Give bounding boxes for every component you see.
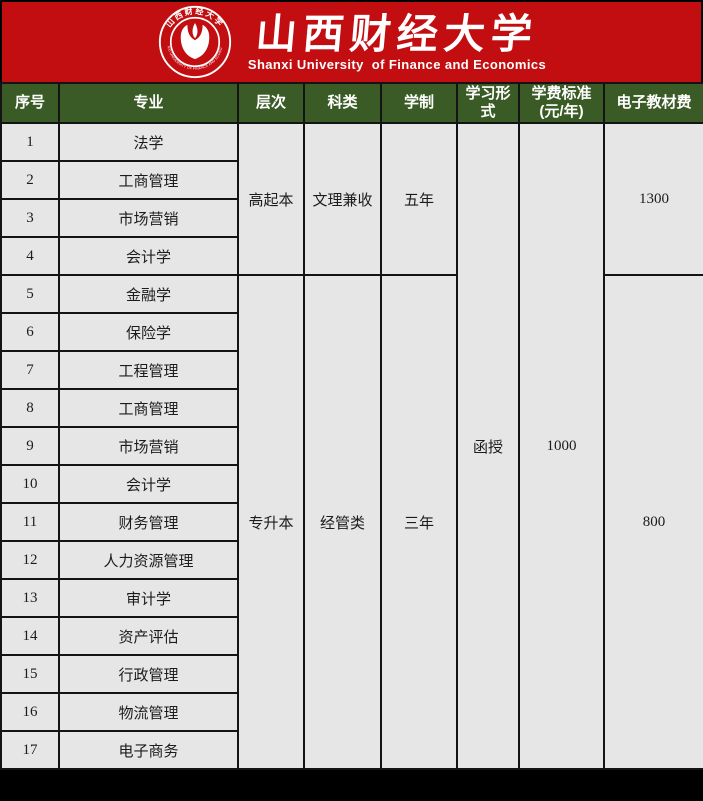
table-row: 17 电子商务 <box>0 730 703 770</box>
tuition-cell: 1000 <box>518 122 605 770</box>
col-header-duration: 学制 <box>380 82 458 124</box>
table-row: 1 法学 高起本 文理兼收 五年 函授 1000 1300 <box>0 122 703 770</box>
category-cell: 经管类 <box>303 274 382 770</box>
col-header-ebook: 电子教材费 <box>603 82 703 124</box>
row-number-cell: 3 <box>0 198 60 238</box>
category-cell: 文理兼收 <box>303 122 382 276</box>
row-number-cell: 7 <box>0 350 60 390</box>
table-row: 10 会计学 <box>0 464 703 504</box>
table-row: 5 金融学 专升本 经管类 三年 800 <box>0 274 703 770</box>
duration-cell: 五年 <box>380 122 458 276</box>
major-cell: 法学 <box>58 122 239 162</box>
major-cell: 电子商务 <box>58 730 239 770</box>
major-cell: 物流管理 <box>58 692 239 732</box>
university-name-en: Shanxi University of Finance and Economi… <box>247 57 547 72</box>
major-cell: 审计学 <box>58 578 239 618</box>
row-number-cell: 6 <box>0 312 60 352</box>
row-number-cell: 12 <box>0 540 60 580</box>
row-number-cell: 13 <box>0 578 60 618</box>
level-cell: 专升本 <box>237 274 305 770</box>
col-header-major: 专业 <box>58 82 239 124</box>
row-number-cell: 14 <box>0 616 60 656</box>
table-row: 15 行政管理 <box>0 654 703 694</box>
row-number-cell: 8 <box>0 388 60 428</box>
major-cell: 会计学 <box>58 236 239 276</box>
table-header-row: 序号 专业 层次 科类 学制 学习形式 学费标准 (元/年) 电子教材费 <box>0 82 703 124</box>
logo-outer-ring <box>158 5 231 79</box>
major-cell: 市场营销 <box>58 426 239 466</box>
major-cell: 财务管理 <box>58 502 239 542</box>
table-row: 2 工商管理 <box>0 160 703 200</box>
table-row: 6 保险学 <box>0 312 703 352</box>
col-header-category: 科类 <box>303 82 382 124</box>
row-number-cell: 5 <box>0 274 60 314</box>
major-cell: 行政管理 <box>58 654 239 694</box>
ebook-fee-cell: 1300 <box>603 122 703 276</box>
table-row: 11 财务管理 <box>0 502 703 542</box>
table-row: 16 物流管理 <box>0 692 703 732</box>
table-row: 8 工商管理 <box>0 388 703 428</box>
table-row: 14 资产评估 <box>0 616 703 656</box>
university-logo-icon: 山西财经大学 SHANXI UNIVERSITY OF FINANCE AND … <box>157 4 231 79</box>
logo-tulip-icon <box>180 23 210 60</box>
col-header-level: 层次 <box>237 82 305 124</box>
duration-cell: 三年 <box>380 274 458 770</box>
col-header-tuition: 学费标准 (元/年) <box>518 82 605 124</box>
study-form-cell: 函授 <box>456 122 520 770</box>
row-number-cell: 1 <box>0 122 60 162</box>
row-number-cell: 11 <box>0 502 60 542</box>
ebook-fee-cell: 800 <box>603 274 703 770</box>
university-name-cn: 山西财经大学 <box>253 11 541 57</box>
col-header-study-form: 学习形式 <box>456 82 520 124</box>
major-cell: 会计学 <box>58 464 239 504</box>
row-number-cell: 10 <box>0 464 60 504</box>
table-row: 13 审计学 <box>0 578 703 618</box>
program-table: 序号 专业 层次 科类 学制 学习形式 学费标准 (元/年) 电子教材费 1 法… <box>0 82 703 770</box>
major-cell: 保险学 <box>58 312 239 352</box>
row-number-cell: 17 <box>0 730 60 770</box>
row-number-cell: 9 <box>0 426 60 466</box>
level-cell: 高起本 <box>237 122 305 276</box>
row-number-cell: 4 <box>0 236 60 276</box>
table-row: 3 市场营销 <box>0 198 703 238</box>
tuition-header-line2: (元/年) <box>539 103 584 120</box>
major-cell: 工商管理 <box>58 160 239 200</box>
table-row: 4 会计学 <box>0 236 703 276</box>
major-cell: 市场营销 <box>58 198 239 238</box>
university-title-block: 山西财经大学 Shanxi University of Finance and … <box>247 11 547 72</box>
table-row: 12 人力资源管理 <box>0 540 703 580</box>
major-cell: 工程管理 <box>58 350 239 390</box>
logo-inner-ring <box>169 16 220 68</box>
table-row: 7 工程管理 <box>0 350 703 390</box>
row-number-cell: 15 <box>0 654 60 694</box>
major-cell: 工商管理 <box>58 388 239 428</box>
major-cell: 金融学 <box>58 274 239 314</box>
major-cell: 资产评估 <box>58 616 239 656</box>
row-number-cell: 16 <box>0 692 60 732</box>
col-header-no: 序号 <box>0 82 60 124</box>
row-number-cell: 2 <box>0 160 60 200</box>
tuition-header-line1: 学费标准 <box>531 85 592 102</box>
major-cell: 人力资源管理 <box>58 540 239 580</box>
university-banner: 山西财经大学 SHANXI UNIVERSITY OF FINANCE AND … <box>2 2 701 82</box>
table-row: 9 市场营销 <box>0 426 703 466</box>
